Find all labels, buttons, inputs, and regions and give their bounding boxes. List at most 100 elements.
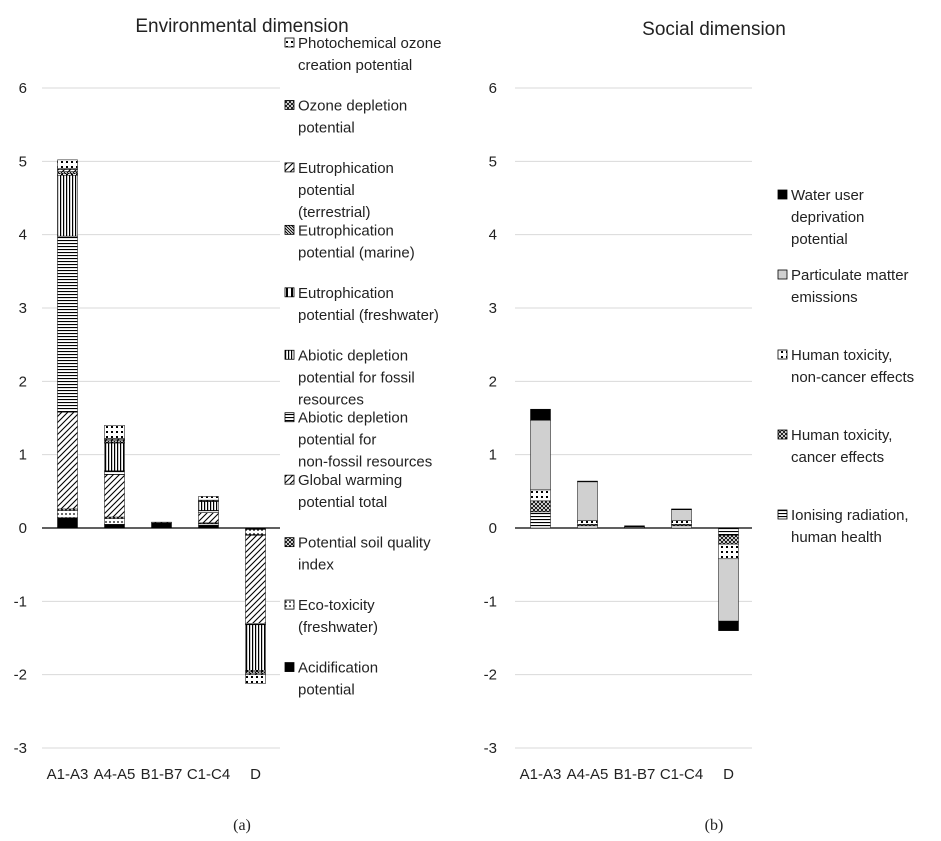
x-tick-label: B1-B7 [614,766,656,783]
y-tick-label: 6 [19,80,27,97]
bar-segment [530,500,551,513]
legend-label: Human toxicity, cancer effects [791,427,892,466]
bar-segment [624,525,645,528]
y-tick-label: -3 [484,740,497,757]
bar-segment [245,529,266,535]
bar-segment [104,442,125,472]
caption-b: (b) [705,817,724,834]
bar-segment [104,524,125,529]
bar-segment [718,558,739,622]
legend-swatch [284,162,295,173]
y-tick-label: 0 [489,520,497,537]
legend-label: Abiotic depletion potential for fossil res… [298,347,415,408]
bar-segment [104,425,125,439]
y-tick-label: -1 [484,593,497,610]
legend-swatch [284,224,295,235]
bar-segment [718,527,739,536]
legend-swatch [284,474,295,485]
legend-swatch [284,537,295,548]
y-tick-label: -1 [14,593,27,610]
bar-segment [104,470,125,475]
legend-label: Ozone depletion potential [298,97,407,136]
x-tick-label: D [250,766,261,783]
bar-segment [577,480,598,483]
bar-segment [57,171,78,175]
x-tick-label: A1-A3 [47,766,89,783]
legend-swatch [284,287,295,298]
y-tick-label: 5 [489,153,497,170]
bar-segment [151,522,172,529]
bar-segment [151,521,172,524]
bar-segment [718,535,739,545]
legend-swatch [777,189,788,200]
legend-swatch [284,349,295,360]
legend-swatch [777,349,788,360]
bar-segment [198,512,219,524]
y-tick-label: 6 [489,80,497,97]
legend-label: Ionising radiation, human health [791,507,909,546]
y-tick-label: -2 [484,667,497,684]
bar-segment [57,175,78,237]
legend-label: Particulate matter emissions [791,267,909,306]
y-tick-label: 4 [489,227,497,244]
legend-label: Eutrophication potential (terrestrial) [298,160,394,221]
chart-social: -3 -2 -1 0 1 2 3 4 5 6 A1-A3 A4-A5 B1-B7 C1-C4 D Water … [484,80,914,783]
bar-segment [577,525,598,529]
y-tick-label: 2 [19,373,27,390]
x-tick-label: C1-C4 [187,766,230,783]
bar-segment [577,520,598,525]
bar-segment [198,510,219,513]
bar-segment [671,509,692,521]
chart-environmental: -3 -2 -1 0 1 2 3 4 5 6 A1-A3 A4-A5 B1-B7 C1-C4 D Photoc… [14,35,442,783]
legend-label: Photochemical ozone creation potential [298,35,441,74]
bar-segment [718,620,739,631]
bar-segment [57,517,78,529]
bar-segment [57,235,78,413]
x-tick-label: D [723,766,734,783]
legend-label: Human toxicity, non-cancer effects [791,347,914,386]
bar-segment [671,508,692,510]
legend-swatch [284,599,295,610]
chart-title-environmental: Environmental dimension [135,16,348,37]
y-tick-label: 4 [19,227,27,244]
legend-swatch [777,269,788,280]
bar-segment [671,520,692,525]
bar-segment [57,510,78,518]
chart-title-social: Social dimension [642,19,786,40]
bar-segment [104,474,125,518]
y-tick-label: 3 [489,300,497,317]
x-tick-label: C1-C4 [660,766,703,783]
bar-segment [530,489,551,502]
y-tick-label: -3 [14,740,27,757]
legend-label: Potential soil quality index [298,535,431,574]
legend-swatch [777,429,788,440]
bar-segment [530,408,551,421]
bar-segment [104,518,125,525]
bar-segment [57,411,78,510]
bar-segment [671,525,692,529]
legend-swatch [777,509,788,520]
x-tick-label: A1-A3 [520,766,562,783]
bar-segment [718,543,739,560]
bar-segment [198,496,219,501]
y-tick-label: 2 [489,373,497,390]
legend-label: Eutrophication potential (freshwater) [298,285,439,324]
legend-swatch [284,412,295,423]
x-tick-label: A4-A5 [94,766,136,783]
bar-segment [530,419,551,491]
legend-swatch [284,662,295,672]
bar-segment [245,535,266,624]
bar-segment [57,169,78,172]
bar-segment [198,501,219,511]
legend-label: Eutrophication potential (marine) [298,222,415,261]
legend-swatch [284,37,295,48]
legend-label: Acidification potential [298,660,378,699]
bar-segment [577,481,598,521]
x-tick-label: B1-B7 [141,766,183,783]
y-tick-label: 1 [19,447,27,464]
bar-segment [57,159,78,169]
x-tick-label: A4-A5 [567,766,609,783]
legend-label: Global warming potential total [298,472,402,511]
bar-segment [245,674,266,684]
